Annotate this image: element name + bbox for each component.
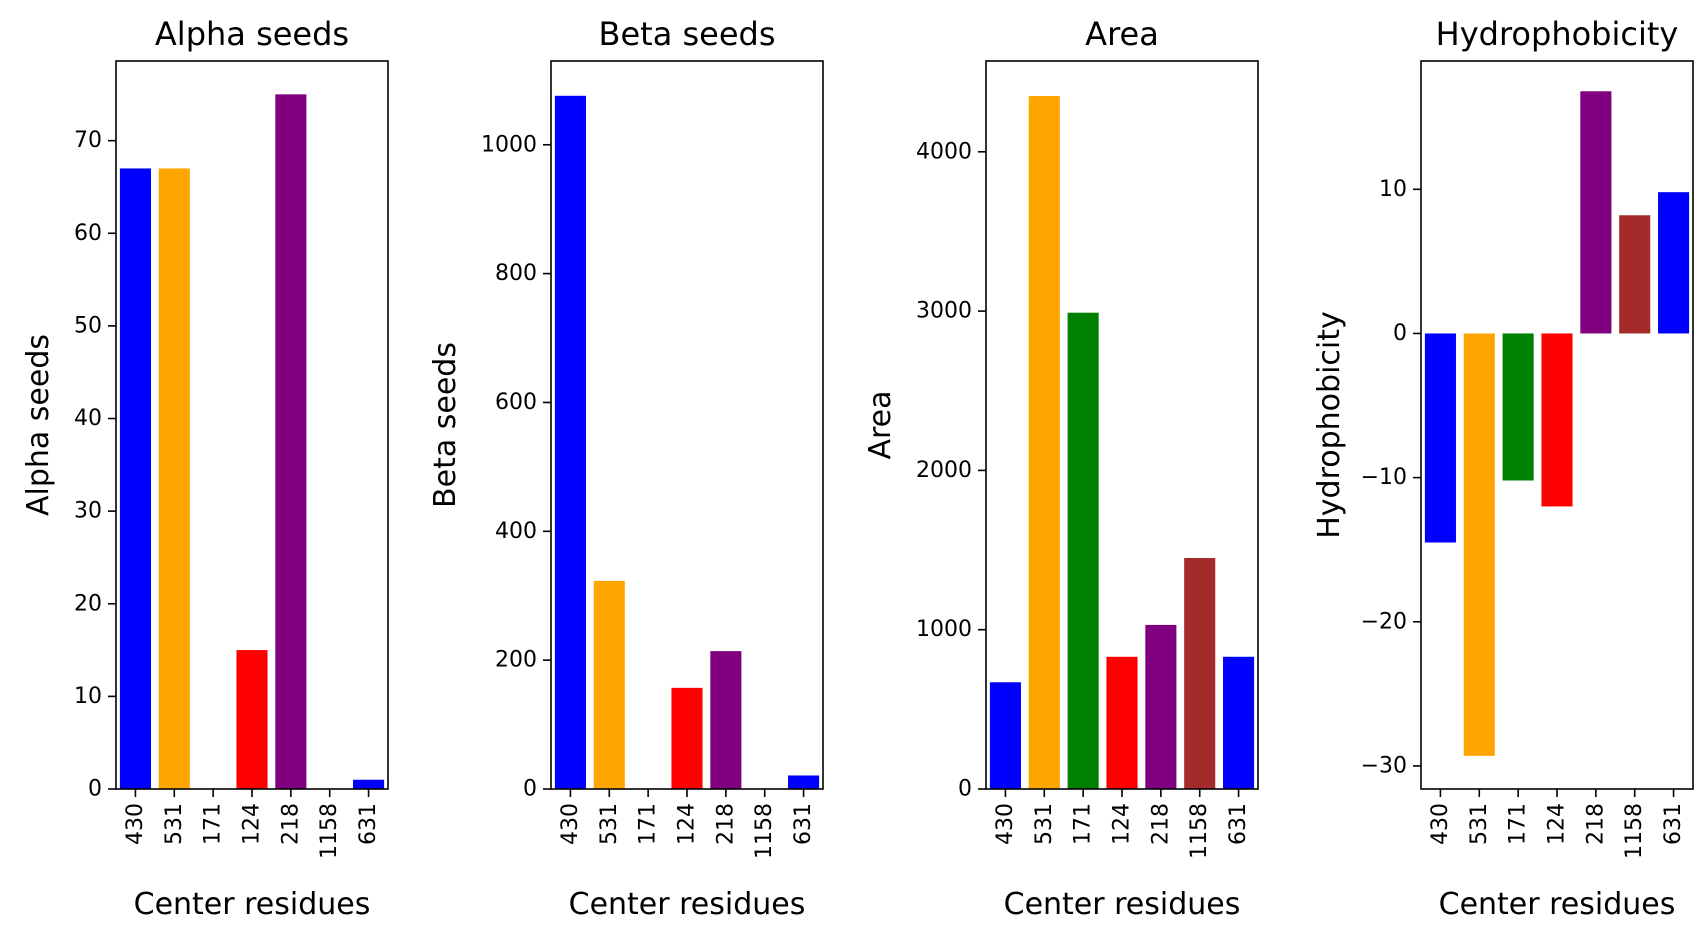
x-tick-label: 218 <box>713 803 738 845</box>
y-tick-label: 400 <box>495 519 537 544</box>
bar <box>158 168 190 790</box>
chart-panel: 0 200 400 600 800 1000 430 531 171 124 218 1158 631 B… <box>428 15 824 922</box>
bar <box>1067 312 1099 789</box>
bar <box>1580 91 1612 334</box>
x-tick-label: 430 <box>1428 803 1453 845</box>
x-tick-label: 218 <box>1148 803 1173 845</box>
x-tick-label: 171 <box>1071 803 1096 845</box>
y-tick-label: 40 <box>74 406 102 431</box>
x-tick-label: 171 <box>1506 803 1531 845</box>
bar <box>788 775 820 789</box>
y-tick-label: 70 <box>74 128 102 153</box>
bar <box>1223 656 1255 789</box>
y-tick-label: 600 <box>495 390 537 415</box>
x-tick-label: 171 <box>636 803 661 845</box>
y-tick-label: 2000 <box>916 458 972 483</box>
y-tick-label: 3000 <box>916 299 972 324</box>
x-tick-label: 218 <box>1583 803 1608 845</box>
y-tick-label: 200 <box>495 648 537 673</box>
bar <box>1463 333 1495 756</box>
bar <box>1028 96 1060 789</box>
x-tick-label: 631 <box>1226 803 1251 845</box>
bar <box>1424 333 1456 543</box>
y-tick-label: 1000 <box>916 617 972 642</box>
bar <box>710 651 742 789</box>
x-tick-label: 631 <box>791 803 816 845</box>
y-tick-label: −10 <box>1361 465 1407 490</box>
x-tick-label: 171 <box>201 803 226 845</box>
bar <box>554 95 586 790</box>
y-axis-label: Alpha seeds <box>21 334 56 516</box>
panel-title: Alpha seeds <box>155 15 349 53</box>
panel-title: Beta seeds <box>599 15 776 53</box>
x-axis-label: Center residues <box>134 887 371 922</box>
y-tick-label: 1000 <box>481 132 537 157</box>
y-tick-label: 60 <box>74 221 102 246</box>
bar <box>236 650 268 789</box>
bar <box>1619 215 1651 334</box>
x-tick-label: 124 <box>240 803 265 845</box>
x-tick-label: 218 <box>278 803 303 845</box>
x-axis-label: Center residues <box>1004 887 1241 922</box>
x-tick-label: 1158 <box>1622 803 1647 859</box>
bar <box>353 779 385 789</box>
y-tick-label: 50 <box>74 313 102 338</box>
x-tick-label: 430 <box>558 803 583 845</box>
y-tick-label: 4000 <box>916 139 972 164</box>
bar <box>275 94 307 790</box>
x-tick-label: 430 <box>993 803 1018 845</box>
bar <box>1145 624 1177 789</box>
panel-title: Hydrophobicity <box>1436 15 1679 53</box>
x-tick-label: 1158 <box>1187 803 1212 859</box>
bar <box>119 168 151 790</box>
y-tick-label: 20 <box>74 591 102 616</box>
x-tick-label: 124 <box>1110 803 1135 845</box>
x-tick-label: 631 <box>1661 803 1686 845</box>
y-tick-label: −30 <box>1361 753 1407 778</box>
chart-panel: −30 −20 −10 0 10 430 531 171 124 218 1158 631 Hydrop… <box>1312 15 1694 922</box>
y-tick-label: 30 <box>74 499 102 524</box>
x-axis-label: Center residues <box>569 887 806 922</box>
bar <box>1658 192 1690 334</box>
y-axis-label: Hydrophobicity <box>1312 311 1347 539</box>
y-tick-label: 0 <box>958 777 972 802</box>
y-tick-label: 0 <box>1393 321 1407 346</box>
y-axis-label: Beta seeds <box>428 342 463 508</box>
bar <box>593 580 625 789</box>
bar <box>671 687 703 789</box>
x-axis-label: Center residues <box>1439 887 1676 922</box>
x-tick-label: 631 <box>356 803 381 845</box>
chart-panel: 0 10 20 30 40 50 60 70 430 531 171 124 218 1158 631 Alp… <box>21 15 389 922</box>
x-tick-label: 1158 <box>752 803 777 859</box>
plot-frame <box>550 60 824 790</box>
y-tick-label: 800 <box>495 261 537 286</box>
y-tick-label: 10 <box>1379 177 1407 202</box>
x-tick-label: 124 <box>675 803 700 845</box>
x-tick-label: 531 <box>1032 803 1057 845</box>
bar <box>1184 558 1216 789</box>
y-axis-label: Area <box>863 390 898 459</box>
x-tick-label: 531 <box>162 803 187 845</box>
y-tick-label: 10 <box>74 684 102 709</box>
x-tick-label: 531 <box>597 803 622 845</box>
bar <box>989 682 1021 789</box>
bar <box>1502 333 1534 481</box>
x-tick-label: 531 <box>1467 803 1492 845</box>
chart-panel: 0 1000 2000 3000 4000 430 531 171 124 218 1158 631 A… <box>863 15 1259 922</box>
y-tick-label: 0 <box>88 777 102 802</box>
y-tick-label: 0 <box>523 777 537 802</box>
panel-title: Area <box>1085 15 1159 53</box>
bar <box>1541 333 1573 507</box>
bar <box>1106 656 1138 789</box>
x-tick-label: 124 <box>1545 803 1570 845</box>
x-tick-label: 1158 <box>317 803 342 859</box>
y-tick-label: −20 <box>1361 609 1407 634</box>
x-tick-label: 430 <box>123 803 148 845</box>
